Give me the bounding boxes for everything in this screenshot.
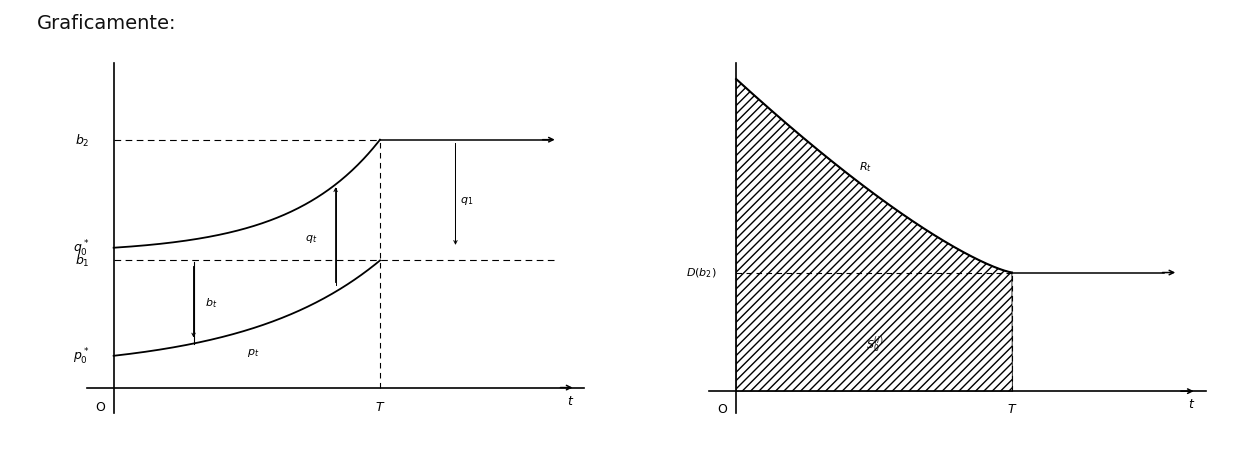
Text: Graficamente:: Graficamente: [37, 14, 177, 33]
Polygon shape [736, 80, 1012, 391]
Text: $b_1$: $b_1$ [75, 253, 89, 269]
Text: $T$: $T$ [375, 400, 385, 413]
Text: $S_0^{(i)}$: $S_0^{(i)}$ [865, 334, 883, 354]
Text: $T$: $T$ [1007, 402, 1018, 415]
Text: $p_t$: $p_t$ [247, 347, 260, 358]
Text: $b_t$: $b_t$ [205, 296, 218, 309]
Text: $q_1$: $q_1$ [460, 195, 474, 207]
Text: $t$: $t$ [1188, 397, 1196, 410]
Text: $b_2$: $b_2$ [75, 132, 89, 148]
Text: $t$: $t$ [567, 394, 574, 407]
Text: $D(b_2)$: $D(b_2)$ [686, 266, 717, 280]
Text: O: O [717, 402, 727, 415]
Text: O: O [96, 400, 106, 413]
Text: $q_0^*$: $q_0^*$ [73, 238, 89, 258]
Text: $q_t$: $q_t$ [305, 233, 317, 245]
Text: $R_t$: $R_t$ [859, 160, 871, 174]
Text: $p_0^*$: $p_0^*$ [73, 346, 89, 366]
